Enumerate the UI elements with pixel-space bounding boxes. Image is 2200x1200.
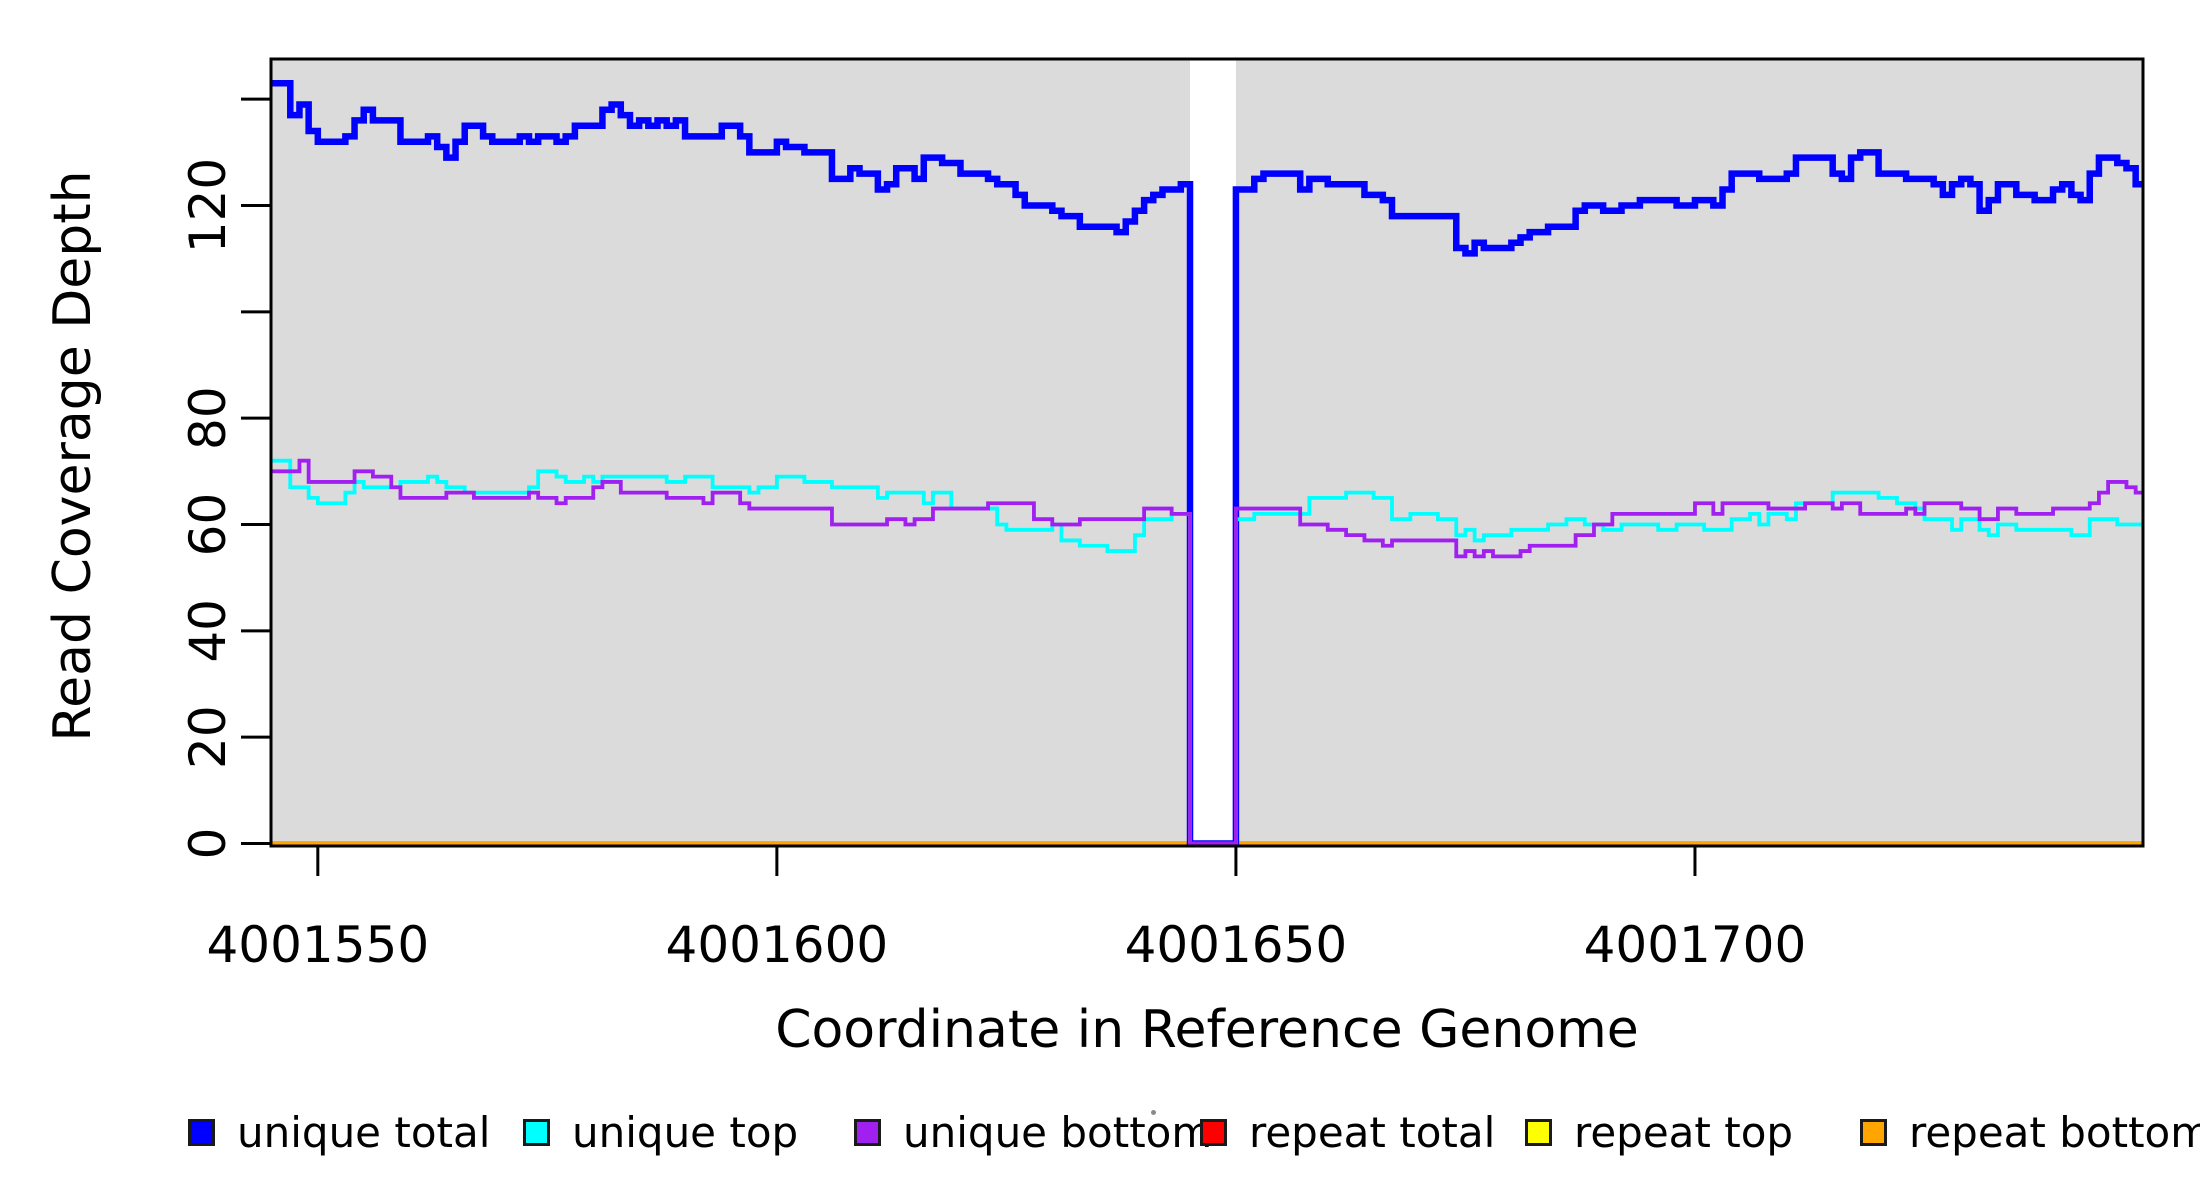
repeat-bottom-swatch-icon [1860, 1118, 1887, 1146]
repeat-top-swatch-icon [1525, 1118, 1552, 1146]
series-unique-bottom [271, 458, 2143, 846]
legend-label: unique total [237, 1107, 491, 1157]
y-tick-label: 40 [179, 599, 237, 663]
legend-item-unique-bottom: unique bottom [854, 1108, 1212, 1157]
unique-bottom-swatch-icon [854, 1118, 881, 1146]
stray-mark [1151, 1110, 1156, 1115]
y-axis-title: Read Coverage Depth [43, 170, 103, 742]
x-tick-label: 4001600 [666, 916, 889, 974]
legend-label: repeat total [1249, 1107, 1496, 1157]
legend-label: unique bottom [903, 1107, 1213, 1157]
repeat-total-swatch-icon [1200, 1118, 1227, 1146]
plot-border [269, 57, 2145, 848]
x-tick-label: 4001550 [206, 916, 429, 974]
legend-item-repeat-bottom: repeat bottom [1860, 1108, 2200, 1157]
legend-label: unique top [572, 1107, 799, 1157]
gap-band [1190, 59, 1236, 846]
y-tick-label: 0 [179, 828, 237, 860]
y-tick-label: 20 [179, 705, 237, 769]
unique-total-swatch-icon [188, 1118, 215, 1146]
series-unique-total [271, 79, 2143, 847]
legend-item-unique-top: unique top [523, 1108, 798, 1157]
legend-label: repeat top [1574, 1107, 1794, 1157]
legend-item-repeat-top: repeat top [1525, 1108, 1793, 1157]
legend-item-unique-total: unique total [188, 1108, 490, 1157]
legend-label: repeat bottom [1909, 1107, 2200, 1157]
x-axis-title: Coordinate in Reference Genome [775, 1000, 1639, 1060]
y-tick-label: 80 [179, 386, 237, 450]
legend-item-repeat-total: repeat total [1200, 1108, 1495, 1157]
y-tick-label: 60 [179, 493, 237, 557]
x-tick-label: 4001700 [1584, 916, 1807, 974]
x-tick-label: 4001650 [1125, 916, 1348, 974]
unique-top-swatch-icon [523, 1118, 550, 1146]
y-tick-label: 120 [179, 158, 237, 253]
